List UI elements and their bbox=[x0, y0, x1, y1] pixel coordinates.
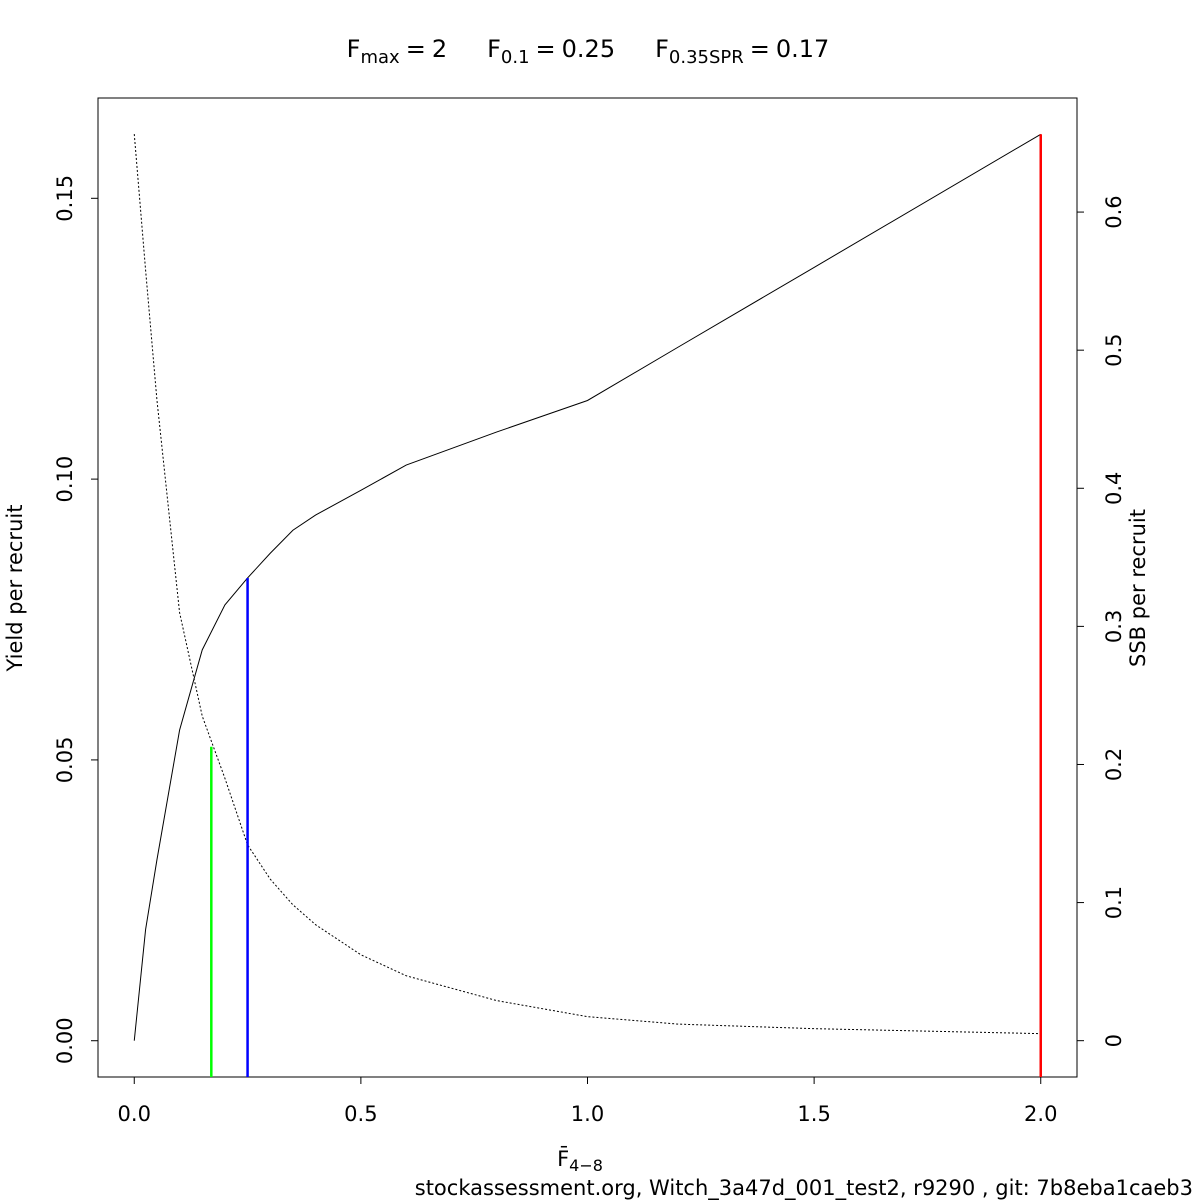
y-tick-label: 0.10 bbox=[53, 456, 77, 503]
title-subscript: 0.35SPR bbox=[669, 47, 744, 68]
title-equals: = bbox=[750, 35, 770, 63]
series-line bbox=[133, 133, 1041, 1041]
y2-tick-label: 0 bbox=[1102, 1034, 1126, 1047]
title-value: 0.25 bbox=[562, 35, 615, 63]
title-symbol: F bbox=[347, 35, 361, 63]
x-label-symbol: F̄ bbox=[557, 1146, 569, 1171]
x-label-subscript: 4−8 bbox=[569, 1156, 603, 1175]
title-value: 0.17 bbox=[776, 35, 829, 63]
x-tick-label: 2.0 bbox=[1024, 1102, 1057, 1126]
x-tick-label: 1.0 bbox=[571, 1102, 604, 1126]
footer: stockassessment.org, Witch_3a47d_001_tes… bbox=[415, 1176, 1193, 1200]
y-tick-label: 0.00 bbox=[53, 1017, 77, 1064]
title-equals: = bbox=[536, 35, 556, 63]
x-tick-label: 1.5 bbox=[797, 1102, 830, 1126]
y2-tick-label: 0.6 bbox=[1102, 195, 1126, 228]
y2-tick-label: 0.5 bbox=[1102, 333, 1126, 366]
x-tick-label: 0.5 bbox=[344, 1102, 377, 1126]
x-axis-label: F̄4−8 bbox=[557, 1146, 603, 1175]
y-tick-label: 0.15 bbox=[53, 175, 77, 222]
y2-tick-label: 0.2 bbox=[1102, 748, 1126, 781]
title-symbol: F bbox=[487, 35, 501, 63]
x-tick-label: 0.0 bbox=[118, 1102, 151, 1126]
y2-tick-label: 0.3 bbox=[1102, 610, 1126, 643]
title-equals: = bbox=[406, 35, 426, 63]
y2-tick-label: 0.1 bbox=[1102, 886, 1126, 919]
chart-title: Fmax = 2 F0.1 = 0.25 F0.35SPR = 0.17 bbox=[347, 35, 830, 68]
y-tick-label: 0.05 bbox=[53, 737, 77, 784]
y2-tick-label: 0.4 bbox=[1102, 472, 1126, 505]
y2-axis-label: SSB per recruit bbox=[1126, 509, 1150, 667]
title-subscript: max bbox=[360, 47, 400, 68]
title-symbol: F bbox=[655, 35, 669, 63]
title-subscript: 0.1 bbox=[501, 47, 530, 68]
plot-frame bbox=[97, 97, 1078, 1078]
title-value: 2 bbox=[432, 35, 447, 63]
y-axis-label: Yield per recruit bbox=[3, 505, 27, 673]
series-line bbox=[133, 134, 1041, 1035]
